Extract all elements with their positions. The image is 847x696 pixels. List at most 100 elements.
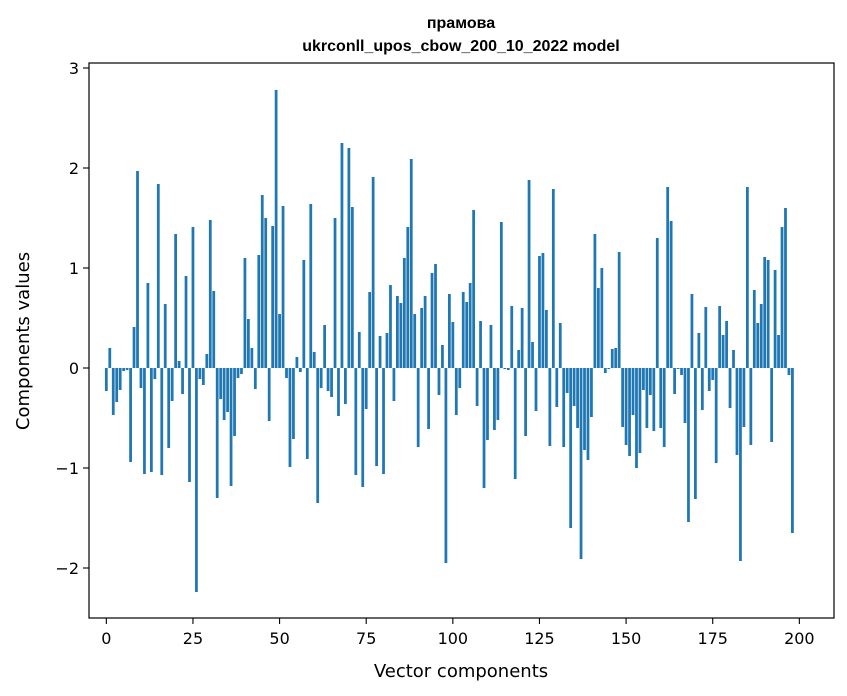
bar-136 — [576, 368, 579, 428]
bar-53 — [288, 368, 292, 467]
bar-96 — [437, 368, 441, 395]
bar-157 — [648, 368, 652, 395]
bar-149 — [621, 368, 625, 427]
bar-9 — [136, 171, 139, 368]
bar-180 — [728, 368, 732, 408]
bar-82 — [389, 285, 392, 368]
x-tick-label: 200 — [784, 629, 815, 648]
bar-75 — [364, 368, 368, 409]
bar-29 — [205, 354, 209, 368]
bar-54 — [292, 368, 295, 439]
chart-title: прамова — [427, 15, 495, 32]
bar-87 — [406, 227, 410, 368]
bar-7 — [129, 368, 132, 462]
bar-154 — [638, 368, 642, 453]
bar-155 — [642, 368, 645, 390]
bar-86 — [402, 258, 406, 368]
bar-77 — [371, 177, 375, 368]
bar-31 — [212, 291, 216, 368]
bar-158 — [652, 368, 656, 431]
bar-12 — [146, 283, 150, 368]
bar-46 — [264, 218, 268, 368]
bar-3 — [115, 368, 119, 402]
bar-162 — [666, 187, 670, 368]
bar-192 — [770, 368, 774, 442]
bar-182 — [735, 368, 739, 455]
bar-144 — [603, 368, 607, 373]
bars-group — [104, 90, 794, 592]
bar-79 — [378, 336, 382, 368]
bar-4 — [118, 368, 122, 390]
bar-165 — [676, 368, 680, 369]
x-tick-label: 150 — [611, 629, 642, 648]
bar-100 — [451, 322, 455, 368]
bar-60 — [312, 352, 316, 368]
bar-166 — [680, 368, 683, 375]
bar-139 — [586, 368, 590, 460]
bar-11 — [143, 368, 146, 474]
bar-64 — [326, 368, 330, 391]
bar-177 — [718, 306, 722, 368]
y-axis-ticks: −2 −1 0 1 2 3 — [55, 59, 89, 578]
bar-173 — [704, 307, 708, 368]
bar-103 — [461, 292, 465, 368]
bar-30 — [208, 220, 212, 368]
x-axis-ticks: 0 25 50 75 100 125 150 175 200 — [101, 618, 815, 648]
bar-22 — [181, 368, 184, 394]
bar-132 — [562, 368, 566, 447]
bar-122 — [527, 180, 531, 368]
bar-161 — [662, 368, 666, 447]
bar-49 — [274, 90, 278, 368]
bar-142 — [596, 288, 600, 368]
bar-191 — [766, 260, 770, 368]
bar-169 — [690, 294, 694, 368]
bar-63 — [323, 325, 327, 368]
bar-1 — [108, 348, 112, 368]
bar-50 — [278, 314, 281, 368]
bar-56 — [298, 368, 302, 372]
x-tick-label: 125 — [524, 629, 555, 648]
bar-108 — [479, 321, 482, 368]
bar-68 — [340, 143, 344, 368]
bar-156 — [645, 368, 649, 428]
bar-175 — [711, 368, 715, 380]
bar-20 — [174, 234, 178, 368]
bar-34 — [222, 368, 226, 420]
plot-frame — [88, 62, 835, 619]
bar-66 — [333, 218, 337, 368]
bar-104 — [465, 302, 469, 368]
bar-0 — [104, 368, 108, 391]
bar-164 — [673, 368, 676, 394]
bar-114 — [499, 222, 503, 368]
bar-10 — [139, 368, 143, 388]
bar-74 — [361, 368, 365, 487]
bar-83 — [392, 368, 396, 401]
bar-13 — [149, 368, 153, 472]
x-tick-label: 100 — [438, 629, 469, 648]
bar-47 — [267, 368, 271, 421]
bar-131 — [558, 323, 562, 368]
bar-33 — [219, 368, 223, 399]
bar-40 — [243, 258, 247, 368]
bar-126 — [541, 253, 545, 368]
bar-137 — [579, 368, 583, 559]
bar-48 — [271, 226, 275, 368]
bar-8 — [132, 327, 136, 368]
bar-85 — [399, 303, 403, 368]
bar-52 — [285, 368, 288, 378]
bar-189 — [759, 304, 763, 368]
y-tick-label: 2 — [69, 159, 79, 178]
bar-195 — [780, 227, 784, 368]
bar-112 — [493, 368, 496, 430]
bar-91 — [420, 308, 424, 368]
bar-110 — [486, 368, 489, 440]
bar-167 — [683, 368, 687, 423]
bar-14 — [153, 368, 157, 379]
bar-17 — [163, 304, 167, 368]
bar-134 — [569, 368, 573, 528]
bar-109 — [482, 368, 486, 488]
bar-118 — [513, 368, 517, 479]
bar-35 — [226, 368, 229, 412]
bar-193 — [773, 270, 777, 368]
bar-143 — [600, 268, 604, 368]
